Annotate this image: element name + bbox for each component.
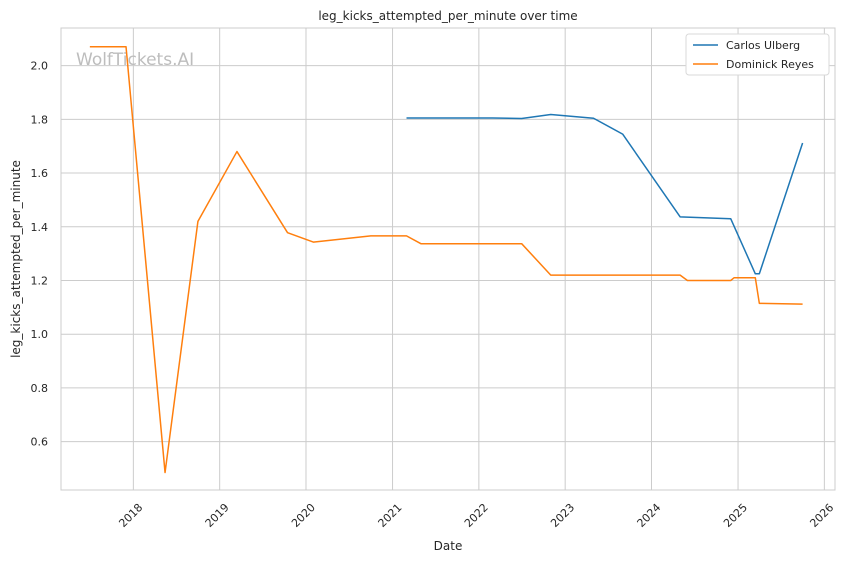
y-tick-label: 1.2 bbox=[31, 274, 49, 287]
x-tick-label: 2020 bbox=[289, 501, 318, 530]
series-layer bbox=[89, 46, 804, 474]
legend-box bbox=[685, 33, 830, 76]
x-tick-label: 2023 bbox=[548, 501, 577, 530]
x-tick-label: 2019 bbox=[203, 501, 232, 530]
legend-label-carlos-ulberg: Carlos Ulberg bbox=[726, 39, 800, 52]
y-tick-label: 1.4 bbox=[31, 221, 49, 234]
plot-area bbox=[60, 27, 836, 491]
x-tick-label: 2022 bbox=[462, 501, 491, 530]
x-tick-label: 2021 bbox=[376, 501, 405, 530]
watermark: WolfTickets.AI bbox=[76, 50, 194, 70]
y-axis-ticks: 0.6 0.8 1.0 1.2 1.4 1.6 1.8 2.0 bbox=[31, 60, 49, 449]
x-tick-label: 2018 bbox=[116, 501, 145, 530]
y-tick-label: 0.6 bbox=[31, 436, 49, 449]
y-tick-label: 2.0 bbox=[31, 60, 49, 73]
y-axis-label: leg_kicks_attempted_per_minute bbox=[9, 160, 23, 358]
x-tick-label: 2025 bbox=[721, 501, 750, 530]
x-axis-label: Date bbox=[434, 539, 463, 553]
y-tick-label: 0.8 bbox=[31, 382, 49, 395]
y-tick-label: 1.6 bbox=[31, 167, 49, 180]
chart-title: leg_kicks_attempted_per_minute over time bbox=[318, 9, 577, 23]
legend: Carlos Ulberg Dominick Reyes bbox=[685, 33, 830, 76]
y-tick-label: 1.8 bbox=[31, 113, 49, 126]
series-line-dominick-reyes bbox=[89, 46, 803, 474]
legend-label-dominick-reyes: Dominick Reyes bbox=[726, 58, 814, 71]
x-tick-label: 2024 bbox=[635, 501, 664, 530]
series-line-carlos-ulberg bbox=[406, 113, 804, 275]
x-axis-ticks: 2018 2019 2020 2021 2022 2023 2024 2025 2026 bbox=[116, 501, 836, 530]
y-tick-label: 1.0 bbox=[31, 328, 49, 341]
x-tick-label: 2026 bbox=[807, 501, 836, 530]
